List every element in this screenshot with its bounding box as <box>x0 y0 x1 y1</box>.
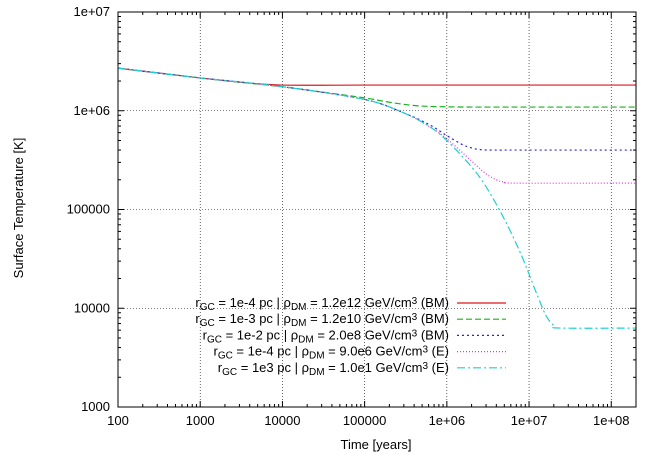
legend-text-part: (BM) <box>417 327 449 342</box>
legend-text-part: r <box>213 344 218 359</box>
legend-entry-label: rGC = 1e-3 pc | ρDM = 1.2e10 GeV/cm3 (BM… <box>195 311 449 329</box>
legend-text-part: 3 <box>412 296 418 307</box>
legend-entry-label: rGC = 1e3 pc | ρDM = 1.0e1 GeV/cm3 (E) <box>218 360 449 378</box>
legend-text-part: = 1.2e10 GeV/cm <box>307 311 412 326</box>
legend-text-part: GC <box>200 302 215 313</box>
legend-text-part: = 1e-2 pc | <box>222 327 291 342</box>
legend-text-part: ρ <box>284 311 291 326</box>
series-line-2 <box>117 67 636 108</box>
legend-text-part: = 1.0e1 GeV/cm <box>325 360 423 375</box>
x-tick-label: 1e+07 <box>511 413 548 428</box>
y-tick-label: 1000 <box>81 399 110 414</box>
legend-text-part: = 1e-4 pc | <box>215 295 284 310</box>
legend-text-part: = 1e-4 pc | <box>233 344 302 359</box>
legend-text-part: 3 <box>412 312 418 323</box>
legend-text-part: r <box>195 311 200 326</box>
series-line-4 <box>117 67 637 184</box>
legend-text-part: = 1e-3 pc | <box>215 311 284 326</box>
legend-text-part: DM <box>291 302 307 313</box>
y-tick-label: 1e+06 <box>73 103 110 118</box>
series-line-1 <box>117 67 636 86</box>
legend-text-part: GC <box>200 318 215 329</box>
legend-entry-label: rGC = 1e-2 pc | ρDM = 2.0e8 GeV/cm3 (BM) <box>203 327 449 345</box>
legend-text-part: 3 <box>422 360 428 371</box>
legend-text-part: (E) <box>428 360 449 375</box>
legend-text-part: = 9.0e6 GeV/cm <box>325 344 423 359</box>
x-tick-label: 1e+06 <box>429 413 466 428</box>
legend-text-part: 3 <box>412 328 418 339</box>
legend-text-part: GC <box>222 366 237 377</box>
legend-text-part: GC <box>207 334 222 345</box>
legend-text-part: DM <box>309 350 325 361</box>
legend: rGC = 1e-4 pc | ρDM = 1.2e12 GeV/cm3 (BM… <box>195 295 506 377</box>
legend-text-part: = 1.2e12 GeV/cm <box>307 295 412 310</box>
y-tick-label: 100000 <box>67 202 110 217</box>
legend-text-part: (E) <box>428 344 449 359</box>
y-tick-label: 10000 <box>74 300 110 315</box>
x-tick-label: 10000 <box>264 413 300 428</box>
series-lines <box>117 67 637 329</box>
legend-text-part: DM <box>298 334 314 345</box>
legend-text-part: ρ <box>284 295 291 310</box>
legend-text-part: (BM) <box>417 311 449 326</box>
x-tick-label: 100 <box>107 413 129 428</box>
grid <box>118 12 636 407</box>
legend-text-part: = 1e3 pc | <box>237 360 301 375</box>
legend-text-part: GC <box>218 350 233 361</box>
legend-text-part: ρ <box>291 327 298 342</box>
y-axis-label: Surface Temperature [K] <box>11 138 26 279</box>
legend-text-part: r <box>203 327 208 342</box>
legend-text-part: = 2.0e8 GeV/cm <box>314 327 412 342</box>
legend-text-part: 3 <box>422 344 428 355</box>
series-line-5 <box>117 67 637 329</box>
x-tick-label: 1000 <box>186 413 215 428</box>
legend-text-part: r <box>218 360 223 375</box>
legend-text-part: (BM) <box>417 295 449 310</box>
x-tick-label: 100000 <box>343 413 386 428</box>
legend-text-part: DM <box>309 366 325 377</box>
legend-text-part: ρ <box>302 344 309 359</box>
y-tick-label: 1e+07 <box>73 4 110 19</box>
legend-text-part: DM <box>291 318 307 329</box>
legend-entry-label: rGC = 1e-4 pc | ρDM = 9.0e6 GeV/cm3 (E) <box>213 344 449 362</box>
legend-text-part: ρ <box>302 360 309 375</box>
legend-entry-label: rGC = 1e-4 pc | ρDM = 1.2e12 GeV/cm3 (BM… <box>195 295 449 313</box>
legend-text-part: r <box>195 295 200 310</box>
series-line-3 <box>117 67 636 151</box>
x-axis-label: Time [years] <box>340 437 411 452</box>
axis-ticks: 100 1000 10000 100000 1e+06 1e+07 1e+081000100… <box>67 4 637 428</box>
x-tick-label: 1e+08 <box>593 413 630 428</box>
